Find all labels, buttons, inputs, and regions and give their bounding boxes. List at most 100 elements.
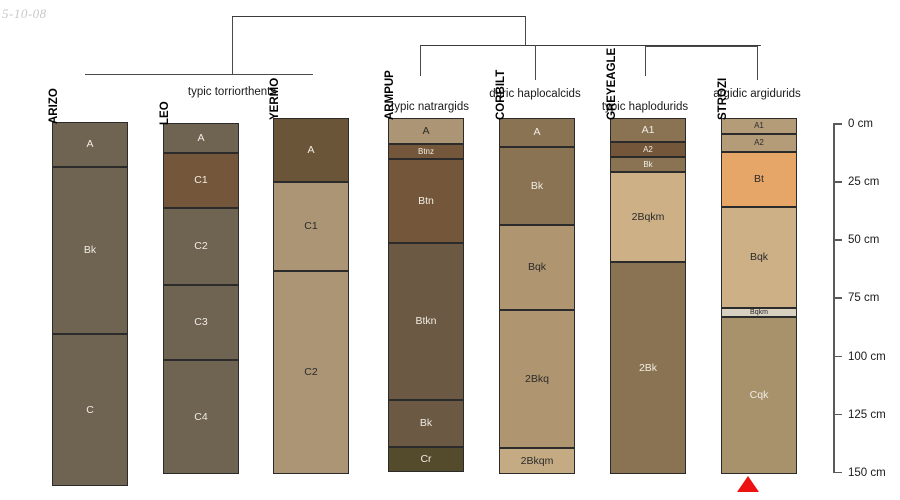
depth-axis-label: 50 cm bbox=[848, 234, 880, 247]
depth-axis-label: 75 cm bbox=[848, 292, 880, 305]
horizon-label: A1 bbox=[754, 121, 764, 130]
taxonomy-label: duric haplocalcids bbox=[489, 88, 581, 100]
soil-horizon: A bbox=[163, 123, 239, 153]
datestamp: 5-10-08 bbox=[2, 6, 47, 21]
horizon-label: C1 bbox=[194, 174, 208, 187]
horizon-label: Bk bbox=[83, 244, 97, 257]
profile-name-label: CORBILT bbox=[495, 69, 507, 120]
horizon-label: A2 bbox=[754, 138, 764, 147]
soil-horizon: A bbox=[273, 118, 349, 182]
horizon-label: Cqk bbox=[749, 389, 769, 402]
depth-axis-label: 25 cm bbox=[848, 176, 880, 189]
soil-horizon: C1 bbox=[273, 182, 349, 271]
horizon-label: C2 bbox=[304, 366, 318, 379]
red-triangle-marker bbox=[737, 476, 759, 492]
profile-name-label: ARMPUP bbox=[384, 70, 396, 120]
soil-horizon: Bk bbox=[499, 147, 575, 225]
soil-horizon: Btkn bbox=[388, 243, 464, 400]
horizon-label: Btn bbox=[418, 194, 434, 207]
depth-axis-tick bbox=[833, 355, 842, 357]
soil-horizon: 2Bk bbox=[610, 262, 686, 474]
horizon-label: C bbox=[86, 403, 94, 416]
taxonomy-label: typic torriorthents bbox=[187, 86, 277, 98]
soil-horizon: A1 bbox=[721, 118, 797, 134]
depth-axis-tick bbox=[833, 297, 842, 299]
soil-horizon: C1 bbox=[163, 153, 239, 208]
taxonomy-label: typic haplodurids bbox=[601, 101, 689, 113]
soil-horizon: Bk bbox=[610, 157, 686, 172]
depth-axis-tick bbox=[833, 239, 842, 241]
horizon-label: Bqk bbox=[749, 251, 769, 264]
horizon-label: A1 bbox=[641, 123, 655, 136]
depth-axis-tick bbox=[833, 181, 842, 183]
soil-horizon: 2Bkqm bbox=[499, 448, 575, 474]
soil-horizon: Btnz bbox=[388, 144, 464, 159]
profile-name-label: STROZI bbox=[717, 77, 729, 120]
soil-horizon: 2Bkq bbox=[499, 310, 575, 448]
soil-horizon: Bk bbox=[388, 400, 464, 447]
profile-name-label: LEO bbox=[159, 101, 171, 125]
profile-name-label: ARIZO bbox=[48, 88, 60, 124]
horizon-label: Bk bbox=[419, 417, 433, 430]
taxonomy-label: typic natrargids bbox=[391, 101, 469, 113]
soil-profile-column: A1 A2 Bk 2Bqkm 2Bk bbox=[610, 118, 686, 474]
soil-profile-column: A Bk Bqk 2Bkq 2Bkqm bbox=[499, 118, 575, 474]
horizon-label: C1 bbox=[304, 220, 318, 233]
soil-horizon: C2 bbox=[163, 208, 239, 285]
depth-axis-label: 150 cm bbox=[848, 466, 886, 479]
horizon-label: 2Bk bbox=[638, 361, 658, 374]
soil-horizon: A2 bbox=[610, 142, 686, 157]
horizon-label: A bbox=[533, 126, 541, 139]
horizon-label: C4 bbox=[194, 410, 208, 423]
horizon-label: A bbox=[422, 124, 430, 137]
soil-horizon: A bbox=[388, 118, 464, 144]
depth-axis-tick bbox=[833, 123, 842, 125]
soil-horizon: C4 bbox=[163, 360, 239, 474]
horizon-label: A2 bbox=[643, 144, 653, 154]
depth-axis-label: 100 cm bbox=[848, 350, 886, 363]
horizon-label: Btkn bbox=[415, 315, 437, 328]
soil-horizon: A2 bbox=[721, 134, 797, 152]
depth-axis-label: 0 cm bbox=[848, 118, 873, 130]
soil-horizon: C3 bbox=[163, 285, 239, 360]
soil-profile-column: A Bk C bbox=[52, 122, 128, 486]
soil-horizon: C2 bbox=[273, 271, 349, 474]
horizon-label: Bt bbox=[754, 173, 764, 186]
horizon-label: Bqk bbox=[527, 261, 547, 274]
soil-profile-column: A Btnz Btn Btkn Bk Cr bbox=[388, 118, 464, 472]
profile-name-label: YERMO bbox=[269, 77, 281, 120]
horizon-label: A bbox=[86, 138, 94, 151]
horizon-label: Cr bbox=[420, 453, 432, 466]
soil-profile-column: A C1 C2 C3 C4 bbox=[163, 123, 239, 474]
soil-horizon: Cr bbox=[388, 447, 464, 472]
horizon-label: A bbox=[307, 143, 315, 156]
soil-horizon: A1 bbox=[610, 118, 686, 142]
horizon-label: A bbox=[197, 131, 205, 144]
depth-axis-tick bbox=[833, 413, 842, 416]
soil-horizon: A bbox=[52, 122, 128, 167]
depth-axis-label: 125 cm bbox=[848, 408, 886, 421]
horizon-label: Bqkm bbox=[750, 309, 768, 316]
taxonomy-label: argidic argidurids bbox=[713, 88, 801, 100]
soil-profile-column: A1 A2 Bt Bqk Bqkm Cqk bbox=[721, 118, 797, 474]
profile-name-label: GREYEAGLE bbox=[606, 47, 618, 120]
horizon-label: C3 bbox=[194, 316, 208, 329]
soil-horizon: Cqk bbox=[721, 317, 797, 474]
horizon-label: 2Bkqm bbox=[520, 454, 554, 467]
horizon-label: Btnz bbox=[417, 146, 434, 156]
horizon-label: 2Bqkm bbox=[631, 210, 665, 223]
horizon-label: Bk bbox=[530, 179, 544, 192]
soil-horizon: Bk bbox=[52, 167, 128, 334]
horizon-label: Bk bbox=[643, 159, 653, 169]
soil-horizon: A bbox=[499, 118, 575, 147]
soil-horizon: Bqkm bbox=[721, 308, 797, 317]
soil-horizon: Bqk bbox=[499, 225, 575, 310]
depth-axis-tick bbox=[833, 471, 842, 474]
soil-horizon: 2Bqkm bbox=[610, 172, 686, 262]
horizon-label: 2Bkq bbox=[525, 372, 549, 385]
soil-horizon: Bt bbox=[721, 152, 797, 207]
horizon-label: C2 bbox=[194, 240, 208, 253]
soil-profile-column: A C1 C2 bbox=[273, 118, 349, 474]
soil-horizon: Btn bbox=[388, 159, 464, 243]
